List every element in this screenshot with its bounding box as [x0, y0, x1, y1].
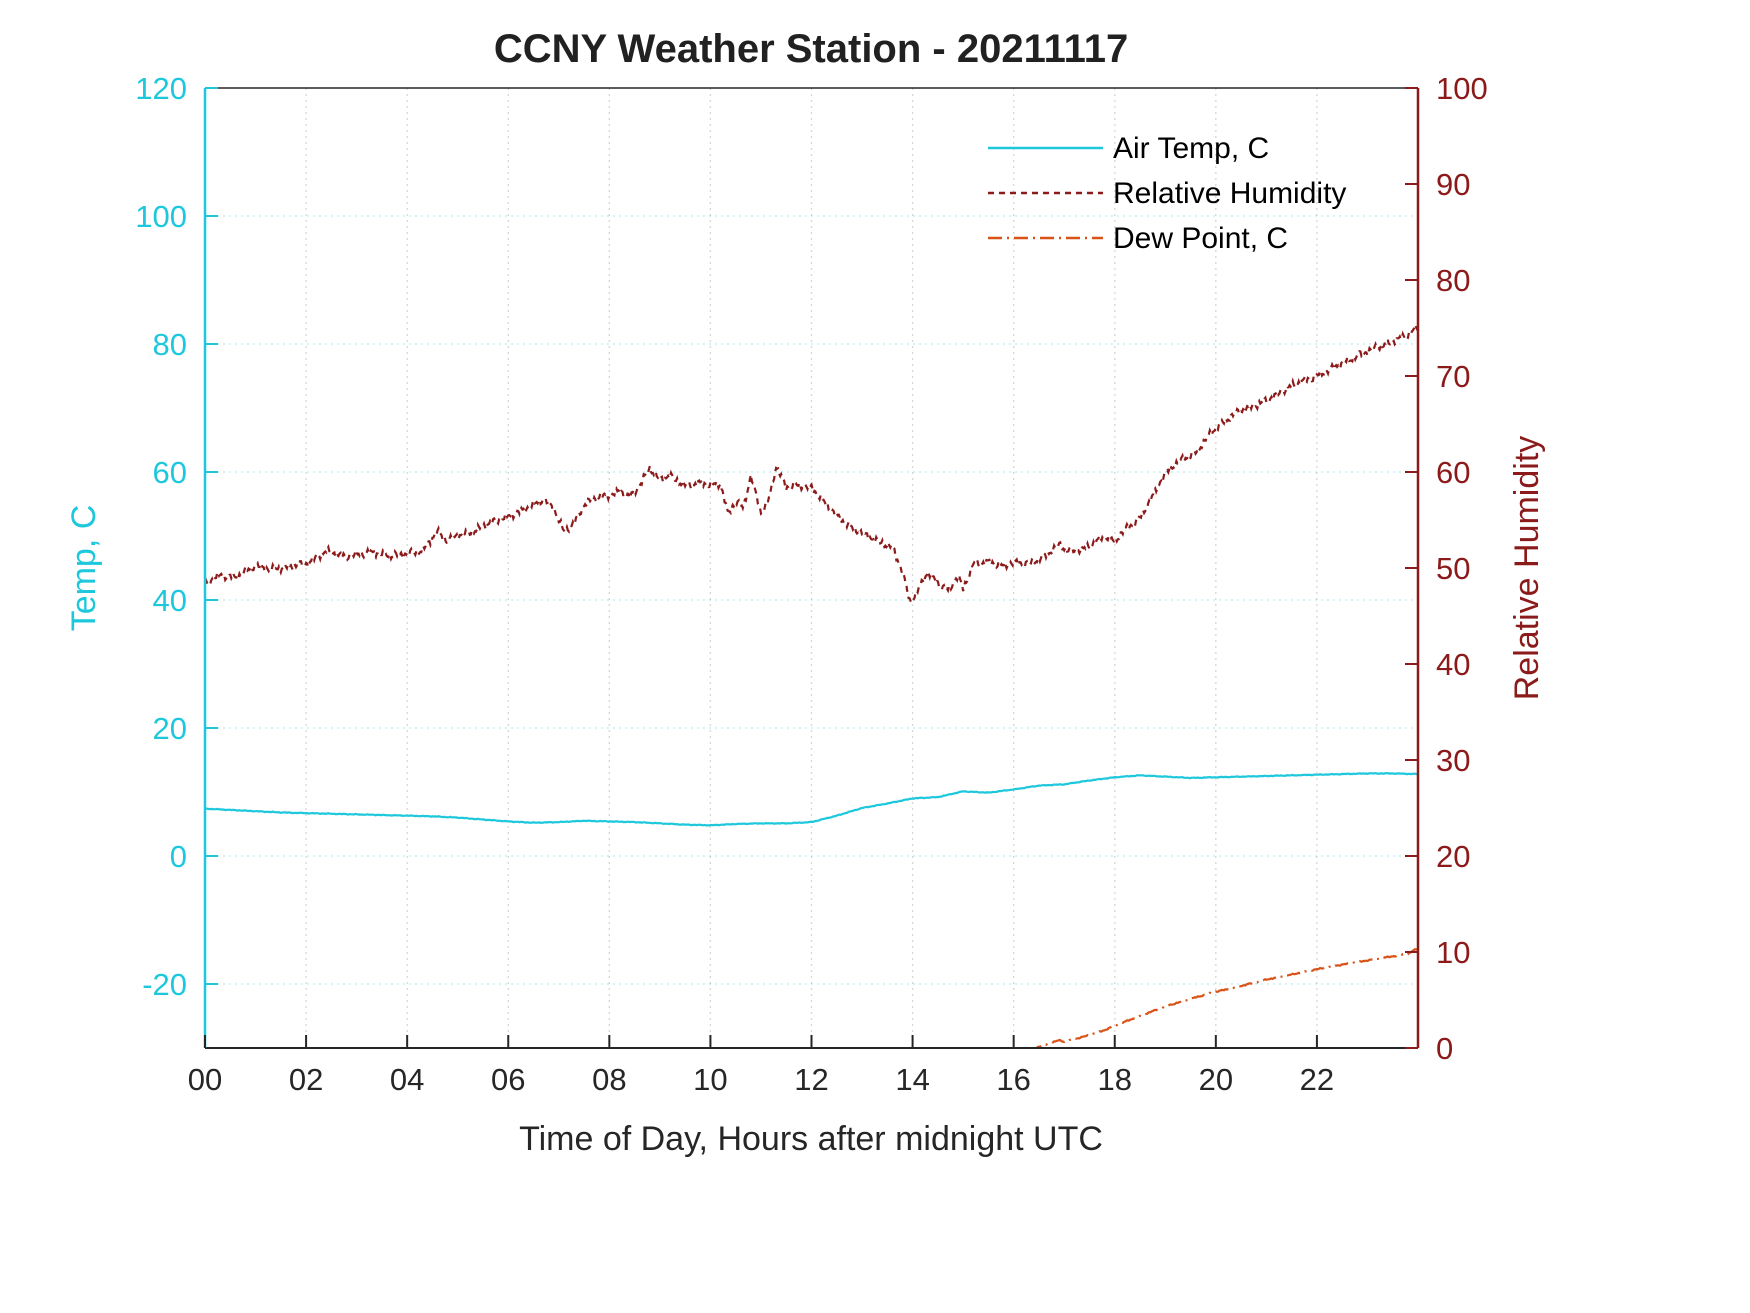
left-tick-label: 20	[153, 711, 187, 746]
chart-title: CCNY Weather Station - 20211117	[494, 27, 1128, 71]
legend-label-relative-humidity: Relative Humidity	[1113, 177, 1346, 210]
left-tick-label: 0	[170, 839, 187, 874]
right-tick-label: 50	[1436, 551, 1470, 586]
air-temp-c-line	[205, 771, 1418, 827]
x-tick-label: 06	[491, 1062, 525, 1097]
x-tick-label: 22	[1300, 1062, 1334, 1097]
x-tick-label: 10	[693, 1062, 727, 1097]
legend-label-air-temp: Air Temp, C	[1113, 132, 1269, 165]
left-tick-label: 120	[135, 71, 187, 106]
right-tick-label: 0	[1436, 1031, 1453, 1066]
x-tick-label: 14	[895, 1062, 929, 1097]
x-tick-label: 16	[996, 1062, 1030, 1097]
x-tick-label: 00	[188, 1062, 222, 1097]
right-tick-label: 100	[1436, 71, 1488, 106]
right-tick-label: 80	[1436, 263, 1470, 298]
x-tick-label: 02	[289, 1062, 323, 1097]
legend-label-dew-point: Dew Point, C	[1113, 222, 1288, 255]
x-axis-label: Time of Day, Hours after midnight UTC	[519, 1120, 1103, 1158]
relative-humidity-line	[205, 320, 1418, 606]
x-tick-label: 12	[794, 1062, 828, 1097]
right-tick-label: 90	[1436, 167, 1470, 202]
left-tick-label: 100	[135, 199, 187, 234]
right-tick-label: 20	[1436, 839, 1470, 874]
legend: Air Temp, C Relative Humidity Dew Point,…	[988, 132, 1346, 255]
left-tick-label: 60	[153, 455, 187, 490]
right-tick-label: 40	[1436, 647, 1470, 682]
x-tick-label: 08	[592, 1062, 626, 1097]
dew-point-c-line	[1031, 947, 1418, 1048]
x-tick-label: 20	[1199, 1062, 1233, 1097]
x-tick-label: 18	[1098, 1062, 1132, 1097]
left-tick-label: -20	[142, 967, 187, 1002]
series-layer	[205, 320, 1418, 1048]
left-tick-label: 40	[153, 583, 187, 618]
right-tick-label: 60	[1436, 455, 1470, 490]
right-tick-label: 30	[1436, 743, 1470, 778]
x-tick-label: 04	[390, 1062, 424, 1097]
left-axis-label: Temp, C	[65, 505, 103, 632]
right-axis-label: Relative Humidity	[1508, 436, 1546, 701]
left-tick-label: 80	[153, 327, 187, 362]
axes-layer: 00 02 04 06 08 10 12 14 16 18 20 22-200204060801001…	[135, 71, 1487, 1097]
right-tick-label: 10	[1436, 935, 1470, 970]
right-tick-label: 70	[1436, 359, 1470, 394]
